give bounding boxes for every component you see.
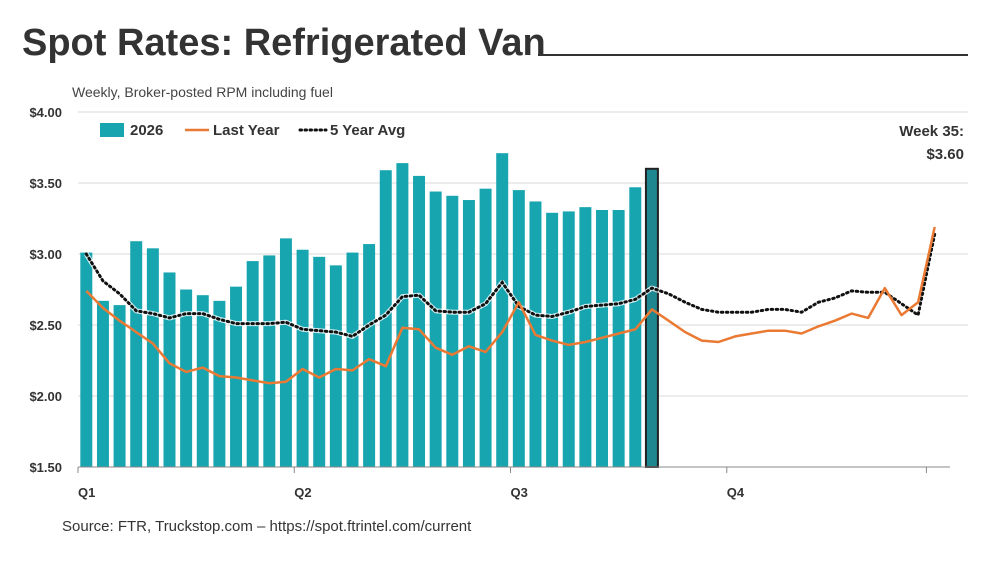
avg-line — [84, 232, 937, 339]
bar — [113, 305, 126, 467]
y-tick-label: $2.50 — [29, 318, 62, 333]
x-tick-label: Q2 — [294, 485, 311, 500]
bar — [96, 300, 109, 467]
bar — [146, 248, 159, 467]
bar — [396, 163, 409, 467]
y-tick-label: $1.50 — [29, 460, 62, 475]
y-tick-label: $4.00 — [29, 105, 62, 120]
trend-lines — [84, 226, 938, 385]
source-note: Source: FTR, Truckstop.com – https://spo… — [62, 518, 472, 535]
y-tick-label: $3.00 — [29, 247, 62, 262]
bar — [446, 195, 459, 467]
bar — [246, 261, 259, 467]
title-rule — [538, 54, 968, 56]
bar — [213, 300, 226, 467]
bar — [562, 211, 575, 467]
bar — [329, 265, 342, 467]
bar — [579, 207, 592, 467]
legend-label-2026: 2026 — [130, 122, 163, 139]
bar — [279, 238, 292, 467]
legend-label-last-year: Last Year — [213, 122, 280, 139]
bar — [346, 252, 359, 467]
legend-swatch-2026 — [100, 123, 124, 137]
last-year-line — [85, 226, 936, 385]
bar — [462, 200, 475, 468]
x-tick-label: Q1 — [78, 485, 95, 500]
x-tick-label: Q3 — [511, 485, 528, 500]
x-tick-label: Q4 — [727, 485, 745, 500]
bar — [363, 244, 376, 467]
bar — [479, 188, 492, 467]
bar — [413, 175, 426, 467]
chart-subtitle: Weekly, Broker-posted RPM including fuel — [72, 84, 333, 100]
bar — [296, 249, 309, 467]
week-annotation: Week 35: $3.60 — [899, 123, 964, 163]
bar — [612, 209, 625, 468]
bar — [80, 252, 93, 467]
y-tick-label: $3.50 — [29, 176, 62, 191]
bar — [130, 241, 143, 467]
bar — [379, 170, 392, 467]
bar-highlighted — [644, 167, 659, 469]
y-tick-label: $2.00 — [29, 389, 62, 404]
bar — [629, 187, 642, 467]
bar — [512, 190, 525, 467]
page-title: Spot Rates: Refrigerated Van — [22, 22, 546, 64]
bar — [263, 255, 276, 467]
bar — [496, 153, 509, 467]
legend: 2026 Last Year 5 Year Avg — [100, 122, 405, 139]
annotation-value: $3.60 — [926, 146, 964, 163]
annotation-week: Week 35: — [899, 123, 964, 140]
y-axis-ticks: $1.50 $2.00 $2.50 $3.00 $3.50 $4.00 — [29, 105, 62, 475]
bar — [313, 256, 326, 467]
bar — [429, 191, 442, 467]
bar — [180, 289, 193, 467]
legend-label-5yr-avg: 5 Year Avg — [330, 122, 405, 139]
bar — [163, 272, 176, 467]
bar — [196, 295, 209, 467]
x-axis: Q1 Q2 Q3 Q4 — [77, 466, 950, 500]
